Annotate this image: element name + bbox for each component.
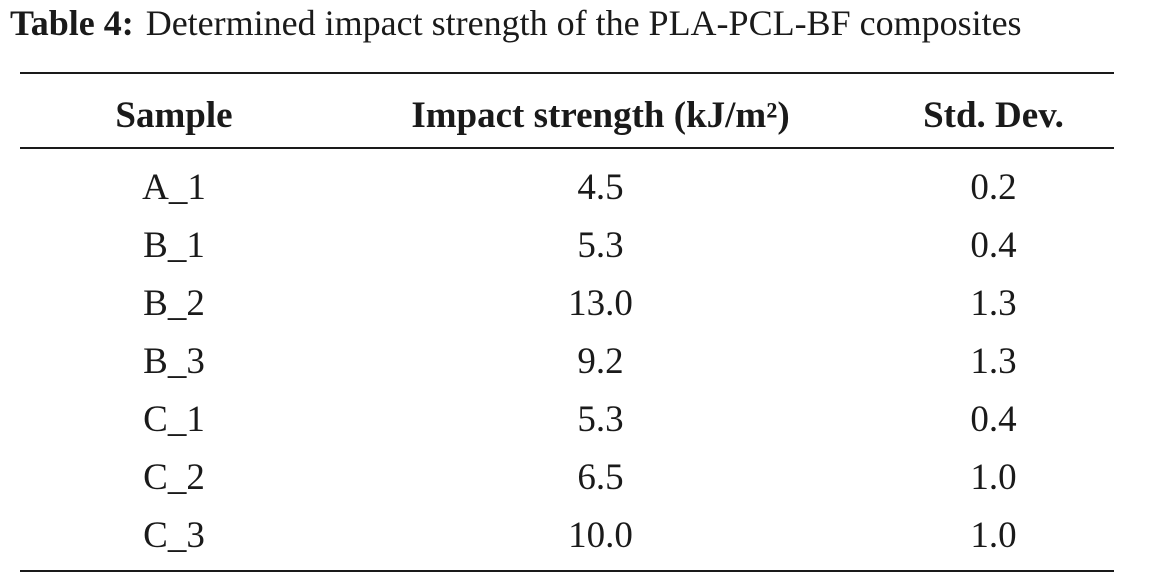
cell-impact-strength: 13.0 <box>568 283 633 324</box>
cell-impact-strength: 5.3 <box>577 225 624 266</box>
cell-std-dev: 1.0 <box>970 515 1017 556</box>
header-impact-strength: Impact strength (kJ/m²) <box>411 95 790 136</box>
cell-sample: B_1 <box>143 225 205 266</box>
table-row: B_3 9.2 1.3 <box>20 323 1114 382</box>
table-row: B_1 5.3 0.4 <box>20 207 1114 266</box>
table-row: B_2 13.0 1.3 <box>20 265 1114 324</box>
cell-sample: B_2 <box>143 283 205 324</box>
cell-sample: A_1 <box>142 167 206 208</box>
caption-text: Determined impact strength of the PLA-PC… <box>145 3 1022 43</box>
table-bottom-rule <box>20 570 1114 572</box>
cell-impact-strength: 6.5 <box>577 457 624 498</box>
cell-std-dev: 1.0 <box>970 457 1017 498</box>
cell-sample: C_3 <box>143 515 205 556</box>
header-std-dev: Std. Dev. <box>923 95 1064 136</box>
cell-std-dev: 1.3 <box>970 283 1017 324</box>
table-row: C_1 5.3 0.4 <box>20 381 1114 440</box>
table-header-row: Sample Impact strength (kJ/m²) Std. Dev. <box>20 74 1114 147</box>
cell-sample: C_2 <box>143 457 205 498</box>
caption-label: Table 4: <box>10 3 134 43</box>
cell-sample: C_1 <box>143 399 205 440</box>
table-row: C_2 6.5 1.0 <box>20 439 1114 498</box>
cell-std-dev: 0.2 <box>970 167 1017 208</box>
cell-impact-strength: 10.0 <box>568 515 633 556</box>
table-top-rule <box>20 72 1114 74</box>
table-caption: Table 4: Determined impact strength of th… <box>10 0 1022 46</box>
table-row: A_1 4.5 0.2 <box>20 149 1114 208</box>
table-header-rule <box>20 147 1114 149</box>
cell-impact-strength: 4.5 <box>577 167 624 208</box>
cell-impact-strength: 9.2 <box>577 341 624 382</box>
header-sample: Sample <box>115 95 233 136</box>
table-row: C_3 10.0 1.0 <box>20 497 1114 556</box>
cell-impact-strength: 5.3 <box>577 399 624 440</box>
table-body: A_1 4.5 0.2 B_1 5.3 0.4 B_2 13.0 1.3 B_3… <box>20 149 1114 569</box>
cell-std-dev: 0.4 <box>970 399 1017 440</box>
cell-std-dev: 0.4 <box>970 225 1017 266</box>
cell-std-dev: 1.3 <box>970 341 1017 382</box>
cell-sample: B_3 <box>143 341 205 382</box>
